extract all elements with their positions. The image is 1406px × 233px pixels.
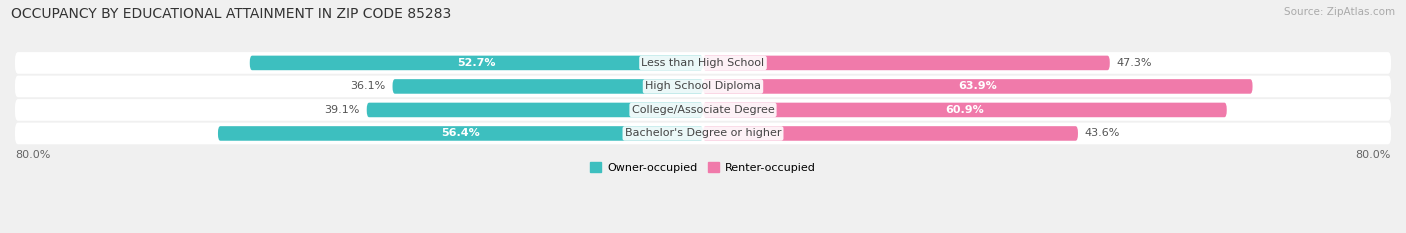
FancyBboxPatch shape — [15, 99, 1391, 121]
Text: College/Associate Degree: College/Associate Degree — [631, 105, 775, 115]
FancyBboxPatch shape — [218, 126, 703, 141]
Text: Less than High School: Less than High School — [641, 58, 765, 68]
FancyBboxPatch shape — [703, 79, 1253, 94]
Text: Bachelor's Degree or higher: Bachelor's Degree or higher — [624, 128, 782, 138]
Text: 63.9%: 63.9% — [959, 82, 997, 91]
FancyBboxPatch shape — [250, 56, 703, 70]
FancyBboxPatch shape — [392, 79, 703, 94]
Text: 47.3%: 47.3% — [1116, 58, 1152, 68]
FancyBboxPatch shape — [15, 76, 1391, 97]
Text: 52.7%: 52.7% — [457, 58, 496, 68]
Text: 60.9%: 60.9% — [945, 105, 984, 115]
Text: 80.0%: 80.0% — [1355, 150, 1391, 160]
Text: High School Diploma: High School Diploma — [645, 82, 761, 91]
Text: 39.1%: 39.1% — [325, 105, 360, 115]
FancyBboxPatch shape — [703, 126, 1078, 141]
Text: 56.4%: 56.4% — [441, 128, 479, 138]
FancyBboxPatch shape — [15, 52, 1391, 74]
Text: 80.0%: 80.0% — [15, 150, 51, 160]
FancyBboxPatch shape — [703, 103, 1227, 117]
FancyBboxPatch shape — [703, 56, 1109, 70]
FancyBboxPatch shape — [15, 123, 1391, 144]
Legend: Owner-occupied, Renter-occupied: Owner-occupied, Renter-occupied — [586, 158, 820, 177]
Text: 43.6%: 43.6% — [1085, 128, 1121, 138]
Text: 36.1%: 36.1% — [350, 82, 385, 91]
Text: Source: ZipAtlas.com: Source: ZipAtlas.com — [1284, 7, 1395, 17]
FancyBboxPatch shape — [367, 103, 703, 117]
Text: OCCUPANCY BY EDUCATIONAL ATTAINMENT IN ZIP CODE 85283: OCCUPANCY BY EDUCATIONAL ATTAINMENT IN Z… — [11, 7, 451, 21]
